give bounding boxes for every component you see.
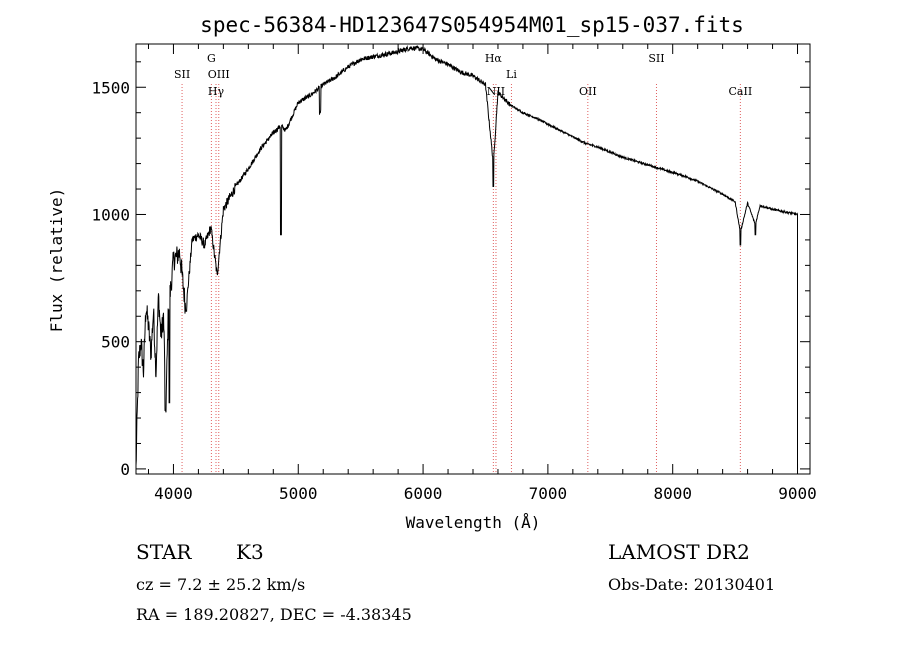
x-tick-label: 4000 xyxy=(154,484,193,503)
y-axis-label: Flux (relative) xyxy=(47,188,66,333)
line-marker-label: Hγ xyxy=(208,85,225,98)
line-marker-label: G xyxy=(207,52,216,65)
x-axis-label: Wavelength (Å) xyxy=(406,513,541,532)
y-tick-label: 1000 xyxy=(91,205,130,224)
spectrum-series-line xyxy=(135,44,798,469)
object-subclass: K3 xyxy=(236,540,264,564)
object-type: STAR xyxy=(136,540,192,564)
line-marker-label: Hα xyxy=(485,52,503,65)
x-tick-label: 9000 xyxy=(778,484,817,503)
survey-name: LAMOST DR2 xyxy=(608,540,750,564)
chart-title: spec-56384-HD123647S054954M01_sp15-037.f… xyxy=(200,13,744,37)
y-tick-label: 0 xyxy=(120,460,130,479)
line-marker-label: CaII xyxy=(729,85,753,98)
redshift-cz: cz = 7.2 ± 25.2 km/s xyxy=(136,575,306,594)
line-marker-label: SII xyxy=(648,52,664,65)
x-tick-label: 6000 xyxy=(404,484,443,503)
line-marker-label: Li xyxy=(506,68,517,81)
y-tick-label: 1500 xyxy=(91,78,130,97)
line-marker-label: OII xyxy=(579,85,597,98)
x-tick-label: 7000 xyxy=(529,484,568,503)
plot-frame xyxy=(135,43,811,475)
axis-ticks: 4000 5000 6000 7000 8000 9000 0 500 1000 1500 xyxy=(91,44,817,503)
line-marker-label: SII xyxy=(174,68,190,81)
x-tick-label: 5000 xyxy=(279,484,318,503)
coordinates: RA = 189.20827, DEC = -4.38345 xyxy=(136,605,412,624)
y-tick-label: 500 xyxy=(101,333,130,352)
x-tick-label: 8000 xyxy=(653,484,692,503)
observation-date: Obs-Date: 20130401 xyxy=(608,575,776,594)
line-marker-label: OIII xyxy=(208,68,230,81)
